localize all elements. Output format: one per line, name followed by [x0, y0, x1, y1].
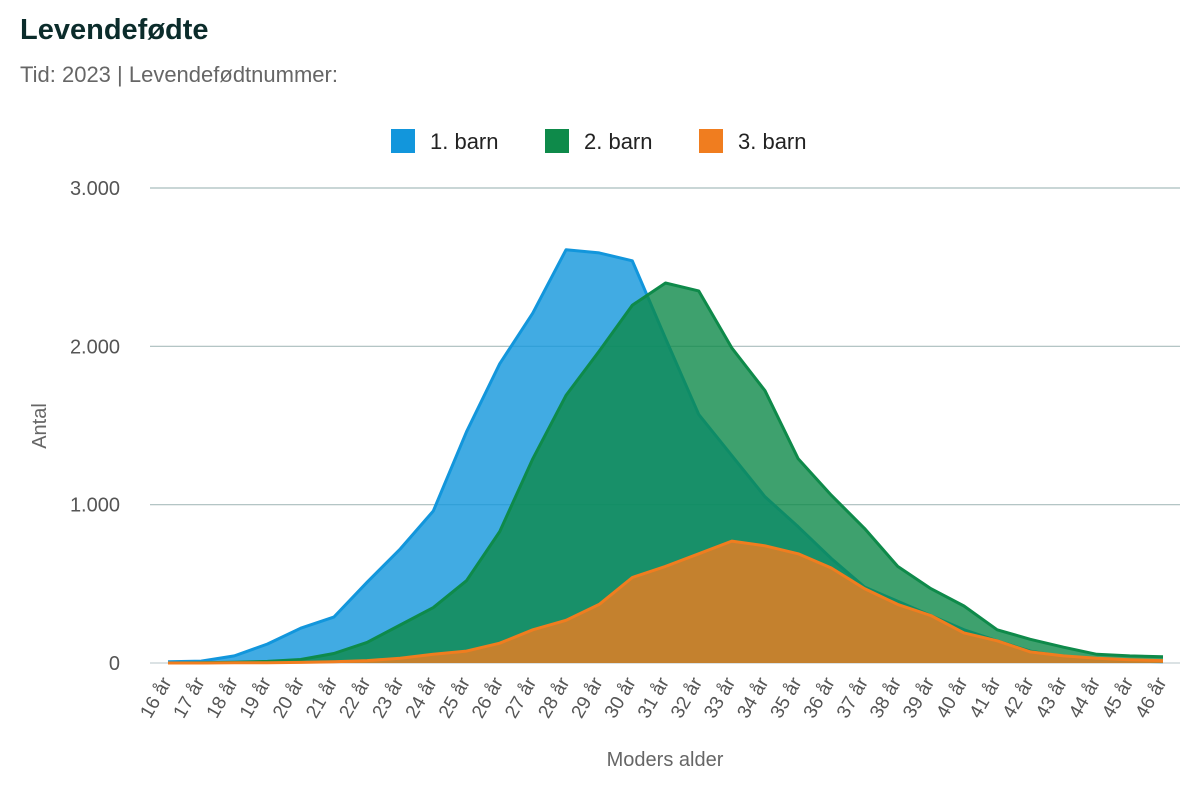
x-tick-label: 16 år: [136, 673, 176, 722]
y-tick-label: 2.000: [70, 336, 120, 358]
x-tick-label: 31 år: [634, 673, 674, 722]
x-tick-label: 23 år: [369, 673, 409, 722]
x-tick-label: 26 år: [468, 673, 508, 722]
x-tick-label: 21 år: [302, 673, 342, 722]
legend-label-2: 2. barn: [584, 129, 653, 154]
x-tick-label: 24 år: [402, 673, 442, 722]
x-tick-label: 32 år: [667, 673, 707, 722]
x-tick-label: 38 år: [866, 673, 906, 722]
x-axis-title: Moders alder: [607, 749, 724, 771]
x-tick-label: 30 år: [601, 673, 641, 722]
x-tick-label: 28 år: [534, 673, 574, 722]
x-tick-label: 43 år: [1032, 673, 1072, 722]
series-area-2: [168, 283, 1163, 663]
x-tick-label: 25 år: [435, 673, 475, 722]
x-tick-label: 45 år: [1098, 673, 1138, 722]
series-area-3: [168, 541, 1163, 663]
x-tick-label: 44 år: [1065, 673, 1105, 722]
y-axis-title: Antal: [29, 403, 51, 449]
x-tick-label: 34 år: [733, 673, 773, 722]
x-tick-label: 42 år: [999, 673, 1039, 722]
legend-label-1: 1. barn: [430, 129, 499, 154]
x-tick-label: 27 år: [501, 673, 541, 722]
x-tick-label: 33 år: [700, 673, 740, 722]
x-tick-label: 39 år: [899, 673, 939, 722]
x-tick-label: 22 år: [335, 673, 375, 722]
y-tick-label: 0: [109, 653, 120, 675]
x-tick-label: 17 år: [170, 673, 210, 722]
x-tick-label: 37 år: [833, 673, 873, 722]
y-tick-label: 3.000: [70, 178, 120, 200]
x-tick-label: 41 år: [966, 673, 1006, 722]
x-tick-label: 18 år: [203, 673, 243, 722]
x-tick-label: 29 år: [568, 673, 608, 722]
x-tick-label: 35 år: [767, 673, 807, 722]
chart-title: Levendefødte: [20, 14, 209, 46]
chart-subtitle: Tid: 2023 | Levendefødtnummer:: [20, 62, 338, 87]
y-tick-label: 1.000: [70, 495, 120, 517]
x-tick-label: 46 år: [1131, 673, 1171, 722]
series-line-3: [168, 539, 1164, 665]
x-tick-label: 40 år: [932, 673, 972, 722]
x-tick-label: 20 år: [269, 673, 309, 722]
legend-label-3: 3. barn: [738, 129, 807, 154]
x-tick-label: 36 år: [800, 673, 840, 722]
legend-swatch-2: [545, 129, 569, 153]
x-tick-label: 19 år: [236, 673, 276, 722]
series-line-2: [167, 281, 1164, 665]
legend-swatch-3: [699, 129, 723, 153]
legend-swatch-1: [391, 129, 415, 153]
